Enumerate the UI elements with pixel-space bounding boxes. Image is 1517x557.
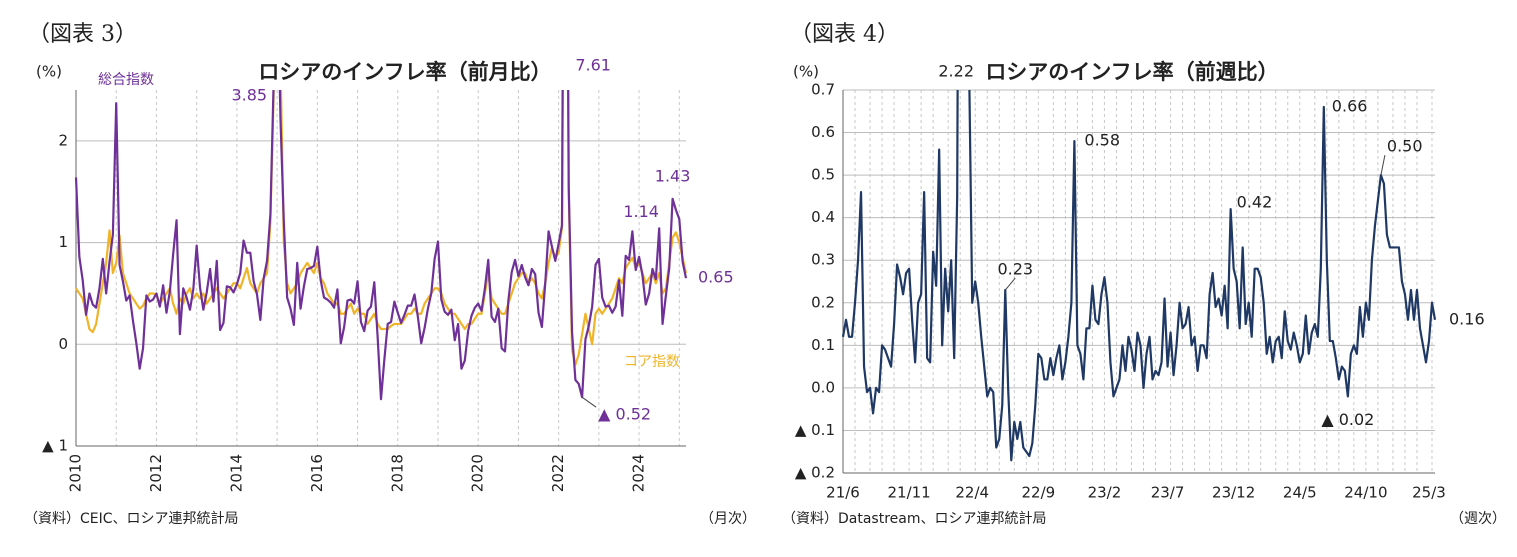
series-line [841, 90, 1437, 462]
y-unit: (%) [793, 63, 819, 81]
data-label: 0.66 [1332, 97, 1368, 116]
y-tick-label: 0.0 [811, 378, 835, 396]
chart-title: ロシアのインフレ率（前週比） [985, 60, 1278, 84]
data-label: 0.23 [997, 260, 1033, 279]
y-tick-label: 2 [58, 131, 68, 149]
data-label: 0.65 [698, 268, 734, 287]
x-tick-label: 25/3 [1412, 484, 1446, 502]
x-tick-label: 2016 [308, 454, 326, 492]
series-line [74, 90, 688, 401]
y-tick-label: 0.1 [811, 336, 835, 354]
x-tick-label: 2020 [469, 454, 487, 492]
x-tick-label: 22/9 [1021, 484, 1055, 502]
data-label: ▲ 0.52 [598, 405, 651, 424]
data-label: 1.43 [655, 166, 691, 185]
data-label: 1.14 [623, 202, 659, 221]
x-tick-label: 2022 [549, 454, 567, 492]
x-tick-label: 2018 [388, 454, 406, 492]
x-tick-label: 23/7 [1151, 484, 1185, 502]
series-name: コア指数 [624, 354, 680, 370]
y-tick-label: 0.6 [811, 123, 835, 141]
y-tick-label: 0.7 [811, 81, 835, 99]
y-tick-label: 0.5 [811, 166, 835, 184]
data-label: 0.50 [1387, 137, 1423, 156]
x-tick-label: 2014 [227, 454, 245, 492]
data-label: 0.16 [1449, 309, 1485, 328]
data-label: 0.42 [1237, 193, 1273, 212]
figure-label: （図表 4） [790, 22, 899, 47]
y-tick-label: 0 [58, 335, 68, 353]
x-tick-label: 23/2 [1088, 484, 1122, 502]
x-tick-label: 22/4 [955, 484, 989, 502]
x-tick-label: 24/10 [1344, 484, 1387, 502]
series-line [75, 90, 688, 366]
leader-line [1380, 155, 1386, 176]
x-tick-label: 23/12 [1212, 484, 1255, 502]
source: （資料）Datastream、ロシア連邦統計局 [782, 511, 1047, 527]
data-label: ▲ 0.02 [1321, 410, 1374, 429]
y-tick-label: 0.3 [811, 251, 835, 269]
figure-label: （図表 3） [28, 22, 137, 47]
y-unit: (%) [36, 63, 62, 81]
data-label: 0.58 [1084, 131, 1120, 150]
x-tick-label: 21/11 [887, 484, 930, 502]
leader-line [581, 396, 597, 408]
leader-line [1004, 277, 1016, 291]
series-name: 総合指数 [98, 72, 154, 88]
x-unit: （月次） [700, 511, 756, 527]
y-tick-label: 0.2 [811, 293, 835, 311]
x-tick-label: 2024 [630, 454, 648, 492]
y-tick-label: ▲ 1 [42, 437, 68, 455]
y-tick-label: 0.4 [811, 208, 835, 226]
data-label: 2.22 [938, 62, 974, 81]
x-unit: （週次） [1450, 511, 1506, 527]
x-tick-label: 2010 [67, 454, 85, 492]
y-tick-label: ▲ 0.2 [795, 464, 835, 482]
x-tick-label: 24/5 [1283, 484, 1317, 502]
y-tick-label: ▲ 0.1 [795, 421, 835, 439]
data-label: 7.61 [575, 56, 611, 75]
x-tick-label: 21/6 [826, 484, 860, 502]
source: （資料）CEIC、ロシア連邦統計局 [24, 511, 239, 527]
chart-title: ロシアのインフレ率（前月比） [258, 60, 551, 84]
x-tick-label: 2012 [147, 454, 165, 492]
data-label: 3.85 [231, 86, 267, 105]
y-tick-label: 1 [58, 233, 68, 251]
